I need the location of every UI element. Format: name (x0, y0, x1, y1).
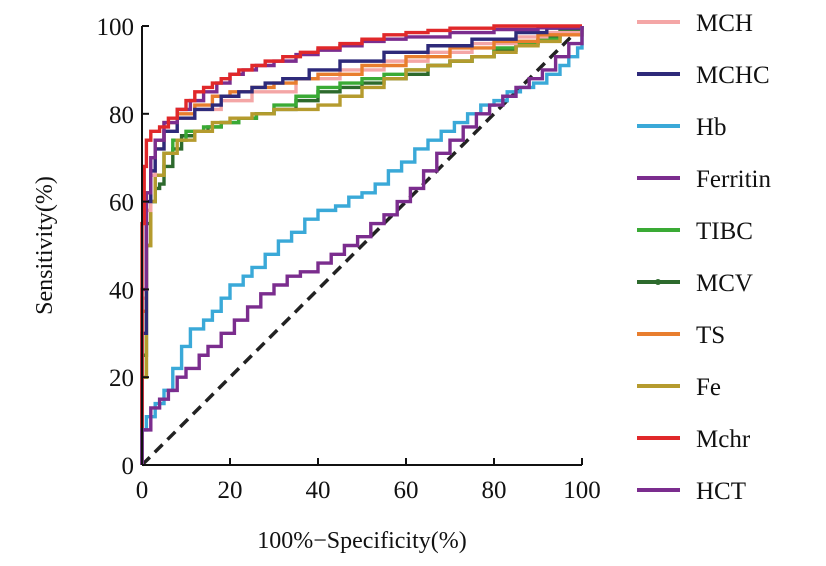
y-tick-label: 40 (109, 277, 134, 304)
x-tick-label: 100 (563, 477, 601, 504)
legend-label-fe: Fe (696, 374, 721, 401)
legend-marker-mcv (655, 279, 661, 285)
legend-label-hb: Hb (696, 114, 727, 141)
x-tick-label: 40 (306, 477, 331, 504)
x-axis-title: 100%−Specificity(%) (257, 528, 466, 554)
x-tick-label: 60 (394, 477, 419, 504)
legend-label-mcv: MCV (696, 270, 753, 297)
y-tick-label: 80 (109, 102, 134, 129)
legend-label-tibc: TIBC (696, 218, 753, 245)
legend-label-ts: TS (696, 322, 725, 349)
series-line-hct (140, 26, 584, 465)
y-tick-label: 0 (122, 453, 135, 480)
y-tick-label: 20 (109, 365, 134, 392)
series-line-fe (140, 26, 584, 465)
series-line-ferritin (140, 26, 584, 465)
legend-label-ferritin: Ferritin (696, 166, 771, 193)
plot-area (140, 24, 584, 467)
axes (141, 26, 582, 466)
legend-label-hct: HCT (696, 478, 746, 505)
x-tick-label: 80 (482, 477, 507, 504)
legend: MCH MCHC Hb Ferritin TIBC MCV TS Fe Mchr HCT (637, 10, 771, 505)
legend-label-mchr: Mchr (696, 426, 751, 453)
x-tick-label: 0 (136, 477, 149, 504)
x-tick-label: 20 (218, 477, 243, 504)
y-tick-label: 60 (109, 190, 134, 217)
y-tick-label: 100 (97, 14, 135, 41)
y-axis-title: Sensitivity(%) (32, 176, 58, 315)
legend-label-mchc: MCHC (696, 62, 770, 89)
series-line-mchr (140, 24, 582, 465)
tick-labels: 0 20 40 60 80 100 0 20 40 60 80 100 (97, 14, 601, 504)
legend-label-mch: MCH (696, 10, 753, 37)
series-line-hb (140, 26, 584, 465)
reference-diagonal-line (140, 24, 584, 467)
